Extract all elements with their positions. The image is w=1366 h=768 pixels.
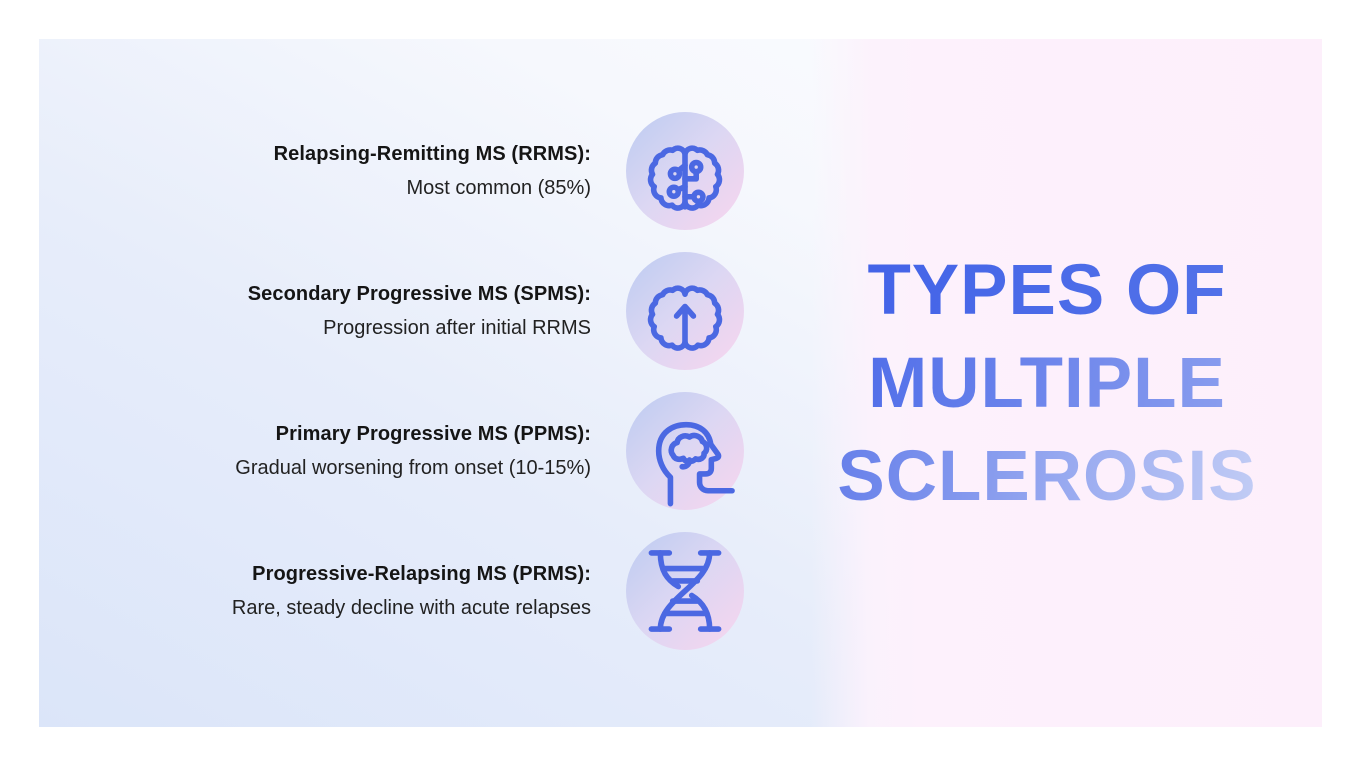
list-item-spms: Secondary Progressive MS (SPMS): Progres… [39,251,744,371]
item-description: Most common (85%) [406,177,592,199]
icon-circle [626,112,744,230]
head-profile-brain-icon [655,421,735,507]
item-text: Relapsing-Remitting MS (RRMS): Most comm… [39,137,591,205]
list-item-prms: Progressive-Relapsing MS (PRMS): Rare, s… [39,531,744,651]
slide-background-panel: Relapsing-Remitting MS (RRMS): Most comm… [39,39,1322,727]
dna-helix-icon [648,550,722,632]
list-item-rrms: Relapsing-Remitting MS (RRMS): Most comm… [39,111,744,231]
item-description: Rare, steady decline with acute relapses [231,597,591,619]
item-description: Progression after initial RRMS [323,317,591,339]
brain-circuit-icon [647,145,723,211]
item-heading: Primary Progressive MS (PPMS): [275,423,591,445]
page-title: TYPES OF MULTIPLE SCLEROSIS [797,244,1297,523]
list-item-ppms: Primary Progressive MS (PPMS): Gradual w… [39,391,744,511]
item-heading: Relapsing-Remitting MS (RRMS): [273,143,591,165]
brain-hemispheres-icon [647,285,723,351]
pink-gradient-overlay [811,39,1322,727]
ms-types-list: Relapsing-Remitting MS (RRMS): Most comm… [39,39,799,727]
item-text: Primary Progressive MS (PPMS): Gradual w… [39,417,591,485]
item-description: Gradual worsening from onset (10-15%) [235,457,591,479]
title-line-3: SCLEROSIS [797,430,1297,523]
icon-circle [626,532,744,650]
item-text: Secondary Progressive MS (SPMS): Progres… [39,277,591,345]
item-text: Progressive-Relapsing MS (PRMS): Rare, s… [39,557,591,625]
item-heading: Progressive-Relapsing MS (PRMS): [252,563,591,585]
title-line-1: TYPES OF [797,244,1297,337]
title-line-2: MULTIPLE [797,337,1297,430]
icon-circle [626,392,744,510]
item-heading: Secondary Progressive MS (SPMS): [247,283,591,305]
icon-circle [626,252,744,370]
